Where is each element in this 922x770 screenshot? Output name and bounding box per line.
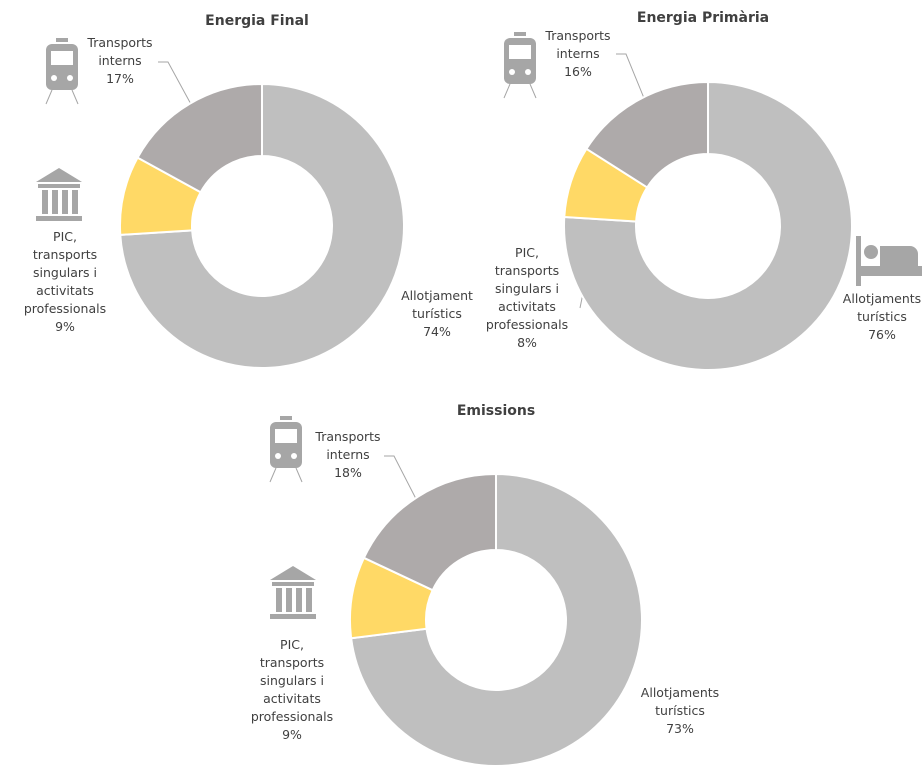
category-label: Transports interns bbox=[545, 28, 611, 61]
donut-segment bbox=[119, 82, 405, 369]
data-label: Allotjaments turístics 73% bbox=[630, 684, 730, 738]
data-label: Allotjaments turístics 76% bbox=[837, 290, 922, 344]
category-label: Allotjament turístics bbox=[401, 288, 473, 321]
category-label: PIC, transports singulars i activitats p… bbox=[250, 637, 334, 724]
data-label: Allotjament turístics 74% bbox=[395, 287, 479, 341]
value-label: 16% bbox=[564, 64, 592, 79]
donut-segment bbox=[136, 82, 263, 194]
donut-segment bbox=[585, 80, 709, 189]
value-label: 9% bbox=[55, 319, 75, 334]
category-label: Allotjaments turístics bbox=[640, 685, 720, 718]
category-label: Allotjaments turístics bbox=[842, 291, 922, 324]
value-label: 73% bbox=[666, 721, 694, 736]
data-label: Transports interns 16% bbox=[536, 27, 620, 81]
bed-icon bbox=[856, 236, 922, 286]
building-icon bbox=[270, 566, 316, 619]
donut-segment bbox=[362, 472, 497, 592]
category-label: PIC, transports singulars i activitats p… bbox=[485, 245, 569, 332]
train-icon bbox=[45, 38, 79, 105]
category-label: Transports interns bbox=[87, 35, 153, 68]
chart-title: Emissions bbox=[457, 403, 535, 419]
value-label: 18% bbox=[334, 465, 362, 480]
value-label: 9% bbox=[282, 727, 302, 742]
icons bbox=[36, 32, 922, 619]
data-label: Transports interns 18% bbox=[306, 428, 390, 482]
train-icon bbox=[503, 32, 537, 99]
donut-segment bbox=[563, 80, 853, 371]
value-label: 17% bbox=[106, 71, 134, 86]
chart-title: Energia Primària bbox=[637, 10, 769, 26]
value-label: 74% bbox=[423, 324, 451, 339]
chart-title: Energia Final bbox=[205, 13, 309, 29]
category-label: PIC, transports singulars i activitats p… bbox=[23, 229, 107, 316]
value-label: 76% bbox=[868, 327, 896, 342]
category-label: Transports interns bbox=[315, 429, 381, 462]
train-icon bbox=[269, 416, 303, 483]
data-label: PIC, transports singulars i activitats p… bbox=[484, 244, 570, 352]
data-label: Transports interns 17% bbox=[78, 34, 162, 88]
data-label: PIC, transports singulars i activitats p… bbox=[249, 636, 335, 744]
building-icon bbox=[36, 168, 82, 221]
value-label: 8% bbox=[517, 335, 537, 350]
donut-segment bbox=[350, 472, 643, 767]
data-label: PIC, transports singulars i activitats p… bbox=[22, 228, 108, 336]
